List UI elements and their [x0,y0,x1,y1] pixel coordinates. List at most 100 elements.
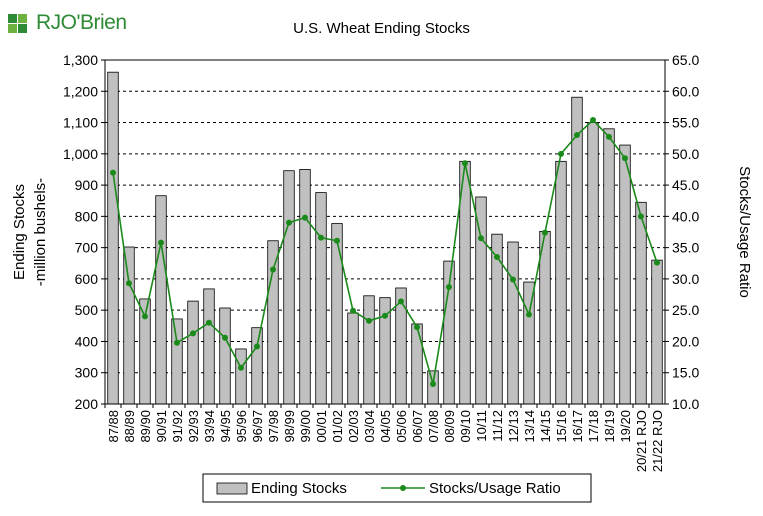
y-tick-label-left: 1,200 [63,83,98,99]
x-tick-label: 01/02 [330,410,345,443]
legend-label-bar: Ending Stocks [251,480,347,497]
x-tick-label: 95/96 [234,410,249,443]
logo-text: RJO'Brien [36,11,127,34]
y-tick-label-right: 30.0 [672,271,699,287]
line-point [350,307,356,314]
line-point [254,343,260,350]
x-tick-label: 96/97 [250,410,265,443]
x-tick-label: 05/06 [394,410,409,443]
line-point [542,229,548,236]
x-tick-label: 99/00 [298,410,313,443]
x-tick-label: 02/03 [346,410,361,443]
bar [363,295,375,405]
x-tick-label: 08/09 [442,410,457,443]
bar [203,288,215,405]
bar [235,348,247,405]
bar [123,246,135,405]
x-tick-label: 00/01 [314,410,329,443]
x-tick-label: 07/08 [426,410,441,443]
x-tick-label: 97/98 [266,410,281,443]
x-tick-label: 13/14 [522,410,537,443]
bar [315,192,327,405]
y-tick-label-left: 800 [75,208,99,224]
x-tick-label: 94/95 [218,410,233,443]
bar [587,122,599,405]
line-point [462,160,468,167]
y-tick-label-left: 600 [75,271,99,287]
line-point [158,239,164,246]
legend-swatch-point [400,485,406,491]
rjobrien-logo: RJO'Brien [6,6,146,40]
x-tick-label: 87/88 [106,410,121,443]
y-tick-label-right: 55.0 [672,115,699,131]
bar [619,144,631,405]
x-tick-label: 11/12 [490,410,505,442]
line-point [318,234,324,241]
line-point [270,266,276,273]
y-tick-label-left: 400 [75,333,99,349]
bar [107,71,119,405]
line-point [622,155,628,162]
y-tick-label-right: 60.0 [672,83,699,99]
line-point [606,133,612,140]
legend-label-line: Stocks/Usage Ratio [429,480,561,497]
y-tick-label-left: 1,000 [63,146,98,162]
y-tick-label-right: 40.0 [672,208,699,224]
x-tick-label: 04/05 [378,410,393,443]
line-point [654,259,660,266]
line-point [510,276,516,283]
bar [411,323,423,405]
x-tick-label: 21/22 RJO [650,410,665,472]
x-tick-label: 06/07 [410,410,425,443]
line-point [382,312,388,319]
line-point [286,219,292,226]
y-tick-label-right: 65.0 [672,52,699,68]
line-point [414,324,420,331]
line-point [446,284,452,291]
x-tick-label: 03/04 [362,410,377,443]
y-tick-label-left: 500 [75,302,99,318]
line-point [302,214,308,221]
plot-frame [104,59,666,405]
x-tick-label: 14/15 [538,410,553,443]
line-point [110,169,116,176]
x-tick-label: 12/13 [506,410,521,443]
line-point [430,380,436,387]
x-tick-label: 92/93 [186,410,201,443]
x-tick-label: 20/21 RJO [634,410,649,472]
y-tick-label-right: 20.0 [672,333,699,349]
line-point [190,330,196,337]
x-tick-label: 18/19 [602,410,617,443]
bar [539,230,551,405]
y-tick-label-left: 900 [75,177,99,193]
y-tick-label-right: 35.0 [672,240,699,256]
x-tick-label: 19/20 [618,410,633,443]
line-point [638,213,644,220]
x-tick-label: 88/89 [122,410,137,443]
line-point [526,311,532,318]
line-point [206,319,212,326]
y-axis-title-left-sub: -million bushels- [32,178,49,286]
line-point [126,280,132,287]
x-tick-label: 16/17 [570,410,585,443]
line-point [238,364,244,371]
bar [283,170,295,405]
line-point [142,313,148,320]
bar [603,128,615,405]
y-tick-label-right: 15.0 [672,365,699,381]
bar [155,195,167,405]
line-point [574,132,580,139]
y-tick-label-left: 700 [75,240,99,256]
bar [187,300,199,405]
bar [331,223,343,405]
bar [523,281,535,405]
y-tick-label-right: 50.0 [672,146,699,162]
bar [299,169,311,405]
y-tick-label-right: 25.0 [672,302,699,318]
x-tick-label: 17/18 [586,410,601,443]
bar [219,307,231,405]
x-tick-label: 91/92 [170,410,185,443]
x-tick-label: 89/90 [138,410,153,443]
bar [267,240,279,405]
bar [427,370,439,405]
